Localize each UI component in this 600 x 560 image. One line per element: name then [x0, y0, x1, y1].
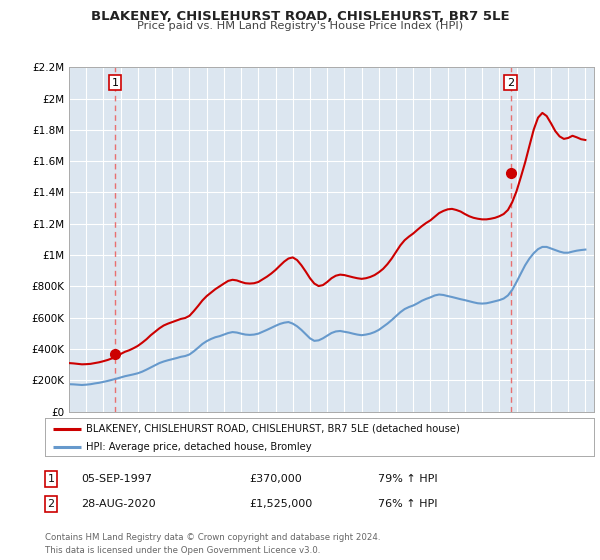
Text: 79% ↑ HPI: 79% ↑ HPI	[378, 474, 437, 484]
Text: £370,000: £370,000	[249, 474, 302, 484]
Text: Contains HM Land Registry data © Crown copyright and database right 2024.
This d: Contains HM Land Registry data © Crown c…	[45, 533, 380, 554]
Text: 2: 2	[507, 77, 514, 87]
Text: 1: 1	[112, 77, 118, 87]
Text: BLAKENEY, CHISLEHURST ROAD, CHISLEHURST, BR7 5LE: BLAKENEY, CHISLEHURST ROAD, CHISLEHURST,…	[91, 10, 509, 22]
Text: 2: 2	[47, 499, 55, 509]
Text: £1,525,000: £1,525,000	[249, 499, 312, 509]
Text: BLAKENEY, CHISLEHURST ROAD, CHISLEHURST, BR7 5LE (detached house): BLAKENEY, CHISLEHURST ROAD, CHISLEHURST,…	[86, 423, 460, 433]
Text: 1: 1	[47, 474, 55, 484]
Text: HPI: Average price, detached house, Bromley: HPI: Average price, detached house, Brom…	[86, 442, 312, 452]
Text: 05-SEP-1997: 05-SEP-1997	[81, 474, 152, 484]
Text: Price paid vs. HM Land Registry's House Price Index (HPI): Price paid vs. HM Land Registry's House …	[137, 21, 463, 31]
Text: 76% ↑ HPI: 76% ↑ HPI	[378, 499, 437, 509]
Text: 28-AUG-2020: 28-AUG-2020	[81, 499, 155, 509]
